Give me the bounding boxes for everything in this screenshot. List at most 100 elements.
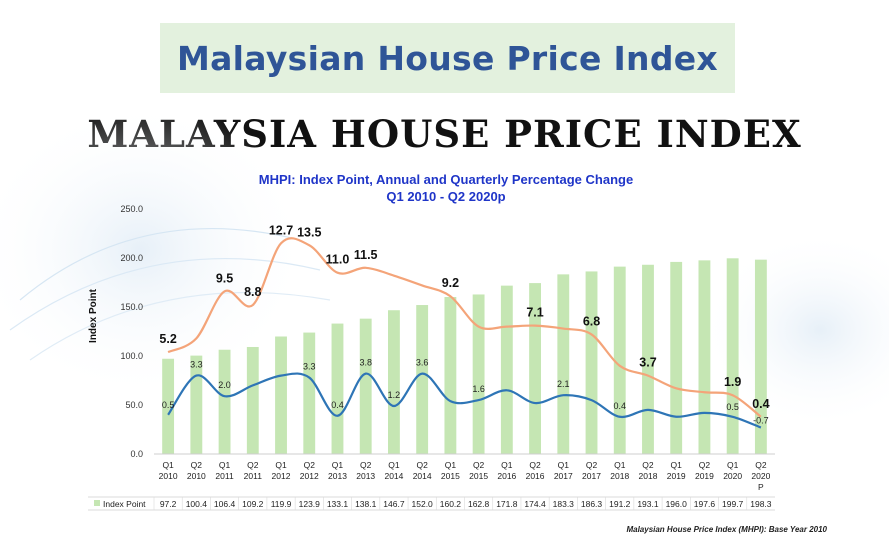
x-category-label: 2010 — [159, 471, 178, 481]
bar — [670, 261, 683, 454]
annual-change-label: 11.0 — [326, 253, 350, 267]
bar — [331, 323, 344, 454]
x-category-label: 2010 — [187, 471, 206, 481]
x-category-label: Q2 — [191, 460, 203, 470]
x-category-label: Q2 — [473, 460, 485, 470]
annual-change-label: 6.8 — [583, 314, 600, 328]
table-cell-value: 109.2 — [242, 499, 264, 509]
x-category-label: 2012 — [272, 471, 291, 481]
quarterly-change-line — [167, 372, 762, 429]
background-decoration — [0, 100, 889, 430]
bar — [500, 285, 513, 454]
quarterly-change-label: 0.4 — [613, 401, 626, 411]
annual-change-line — [167, 237, 762, 418]
table-cell-value: 198.3 — [750, 499, 772, 509]
x-category-label: 2013 — [328, 471, 347, 481]
x-category-label: 2011 — [215, 471, 234, 481]
x-category-label: Q1 — [388, 460, 400, 470]
bar — [557, 274, 570, 454]
x-category-label: Q1 — [671, 460, 683, 470]
x-category-label: 2018 — [610, 471, 629, 481]
table-cell-value: 199.7 — [722, 499, 744, 509]
table-cell-value: 186.3 — [581, 499, 603, 509]
header-banner: Malaysian House Price Index — [160, 23, 735, 93]
y-tick-label: 0.0 — [130, 449, 143, 459]
x-category-label: 2015 — [441, 471, 460, 481]
annual-change-label: 12.7 — [269, 223, 293, 237]
y-tick-label: 50.0 — [125, 400, 143, 410]
bar — [529, 283, 541, 454]
annual-change-label: 7.1 — [526, 306, 543, 320]
chart-plot-area: 0.0 50.0 100.0 150.0 200.0 250.0 5.2 9.5 8.8 12.7… — [88, 204, 775, 511]
x-category-label: Q2 — [416, 460, 428, 470]
x-category-label: Q2 — [642, 460, 654, 470]
table-cell-value: 191.2 — [609, 499, 631, 509]
table-cell-value: 160.2 — [440, 499, 462, 509]
x-category-label: 2011 — [244, 471, 263, 481]
x-category-label: Q2 — [755, 460, 767, 470]
annual-change-label: 1.9 — [724, 375, 741, 389]
bar — [416, 305, 429, 454]
annual-change-label: 11.5 — [354, 248, 378, 262]
x-category-label: 2020 — [751, 471, 770, 481]
legend-swatch-index-point — [94, 500, 100, 506]
table-cell-value: 196.0 — [666, 499, 688, 509]
x-category-label: 2017 — [582, 471, 601, 481]
bar — [472, 294, 485, 454]
x-category-label: Q2 — [529, 460, 541, 470]
annual-change-label: 8.8 — [244, 285, 261, 299]
annual-change-label: 9.5 — [216, 271, 233, 285]
x-category-label: 2020 — [723, 471, 742, 481]
quarterly-change-label: 0.4 — [331, 400, 344, 410]
table-cell-value: 97.2 — [160, 499, 177, 509]
bar — [190, 355, 203, 454]
annual-change-label: 13.5 — [297, 225, 321, 239]
x-category-label: Q2 — [304, 460, 316, 470]
bar — [218, 349, 231, 454]
x-category-label: P — [758, 482, 764, 492]
bar — [444, 297, 457, 454]
x-category-label: 2016 — [526, 471, 545, 481]
bar — [698, 260, 711, 454]
bar — [246, 346, 259, 454]
x-category-label: Q2 — [247, 460, 259, 470]
y-axis-label: Index Point — [88, 288, 99, 343]
table-cell-value: 106.4 — [214, 499, 236, 509]
annual-change-label: 9.2 — [442, 276, 459, 290]
chart-subtitle: Q1 2010 - Q2 2020p — [386, 189, 505, 204]
bar — [613, 266, 626, 454]
bar — [754, 259, 767, 454]
bar — [726, 258, 739, 454]
quarterly-change-label: 2.1 — [557, 379, 570, 389]
x-category-label: Q2 — [699, 460, 711, 470]
y-tick-label: 100.0 — [120, 351, 143, 361]
quarterly-change-label: 3.8 — [359, 358, 372, 368]
table-cell-value: 123.9 — [299, 499, 321, 509]
x-category-label: Q1 — [445, 460, 457, 470]
table-cell-value: 162.8 — [468, 499, 490, 509]
x-category-label: 2014 — [384, 471, 403, 481]
table-cell-value: 171.8 — [496, 499, 518, 509]
x-category-label: Q1 — [614, 460, 626, 470]
x-category-label: Q2 — [586, 460, 598, 470]
x-category-label: 2015 — [469, 471, 488, 481]
annual-change-label: 3.7 — [639, 356, 656, 370]
x-category-label: 2019 — [667, 471, 686, 481]
y-tick-label: 250.0 — [120, 204, 143, 214]
annual-change-label: 0.4 — [752, 397, 769, 411]
quarterly-change-label: 3.3 — [303, 362, 316, 372]
table-cell-value: 100.4 — [186, 499, 208, 509]
header-title: Malaysian House Price Index — [176, 38, 719, 78]
quarterly-change-label: 1.2 — [388, 390, 401, 400]
quarterly-change-label: 3.3 — [190, 360, 203, 370]
x-category-label: Q1 — [162, 460, 174, 470]
bar — [303, 332, 316, 454]
bar — [642, 264, 654, 454]
quarterly-change-label: 1.6 — [472, 384, 485, 394]
x-category-label: Q1 — [727, 460, 739, 470]
x-category-label: 2013 — [356, 471, 375, 481]
legend-label-index-point: Index Point — [103, 499, 146, 509]
quarterly-change-label: 3.6 — [416, 358, 429, 368]
bar — [388, 310, 400, 454]
